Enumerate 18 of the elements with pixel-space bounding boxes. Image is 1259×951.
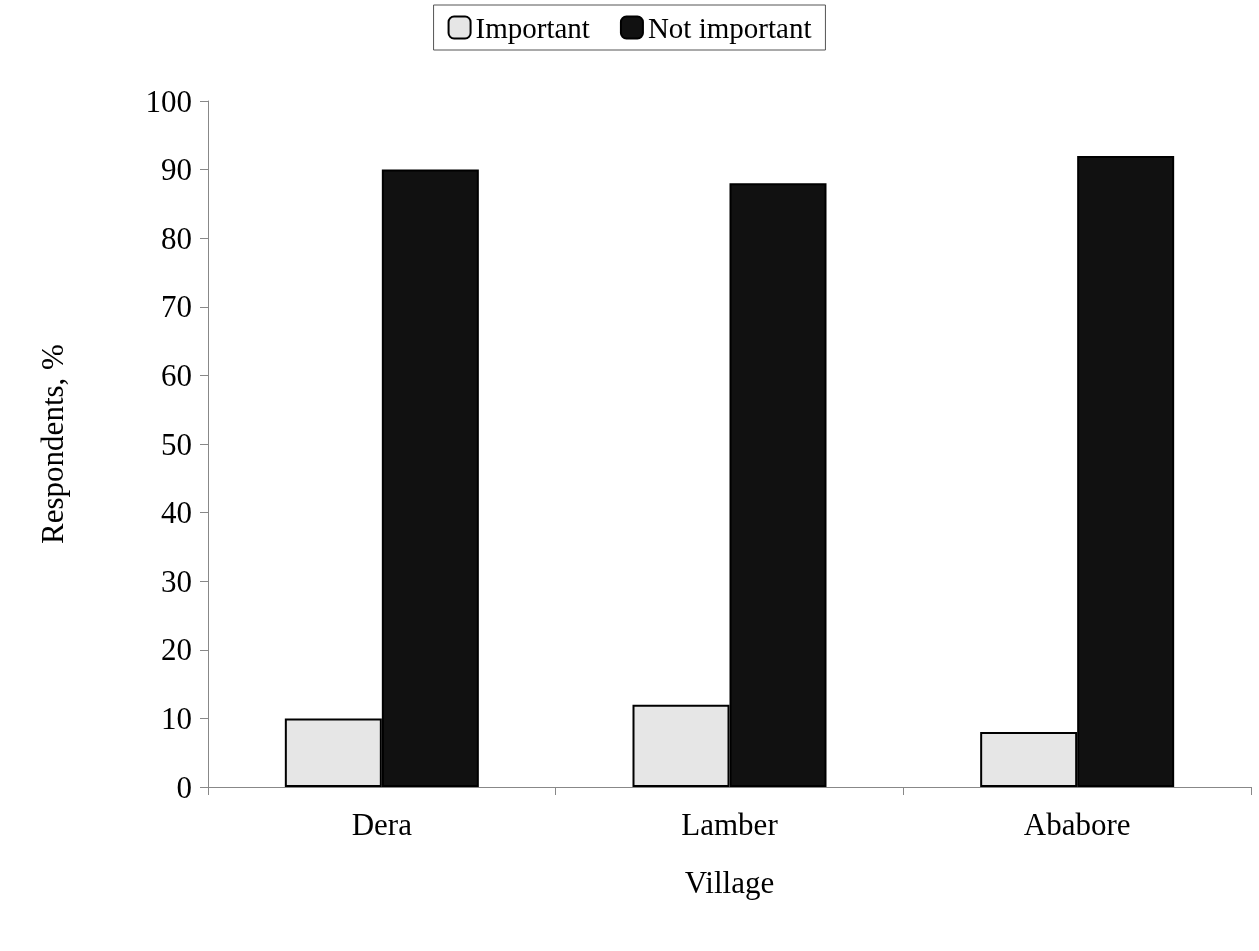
y-tick-label: 90 <box>161 152 192 188</box>
legend-label: Important <box>475 11 590 44</box>
x-tick-label: Ababore <box>1023 807 1131 842</box>
y-tick-label: 10 <box>161 700 192 736</box>
x-tick-label: Lamber <box>681 807 779 842</box>
y-tick-label: 70 <box>161 289 192 325</box>
legend-label: Not important <box>647 11 812 44</box>
x-tick-label: Dera <box>351 807 413 842</box>
y-tick-label: 20 <box>161 632 192 668</box>
y-tick-label: 60 <box>161 357 192 393</box>
y-tick-label: 40 <box>161 495 192 531</box>
y-tick-label: 80 <box>161 220 192 256</box>
y-axis-title: Respondents, % <box>35 344 70 544</box>
x-axis-title: Village <box>684 865 775 900</box>
y-tick-label: 50 <box>161 426 192 462</box>
y-tick-label: 0 <box>176 769 192 805</box>
y-tick-label: 100 <box>145 83 192 119</box>
y-tick-label: 30 <box>161 563 192 599</box>
